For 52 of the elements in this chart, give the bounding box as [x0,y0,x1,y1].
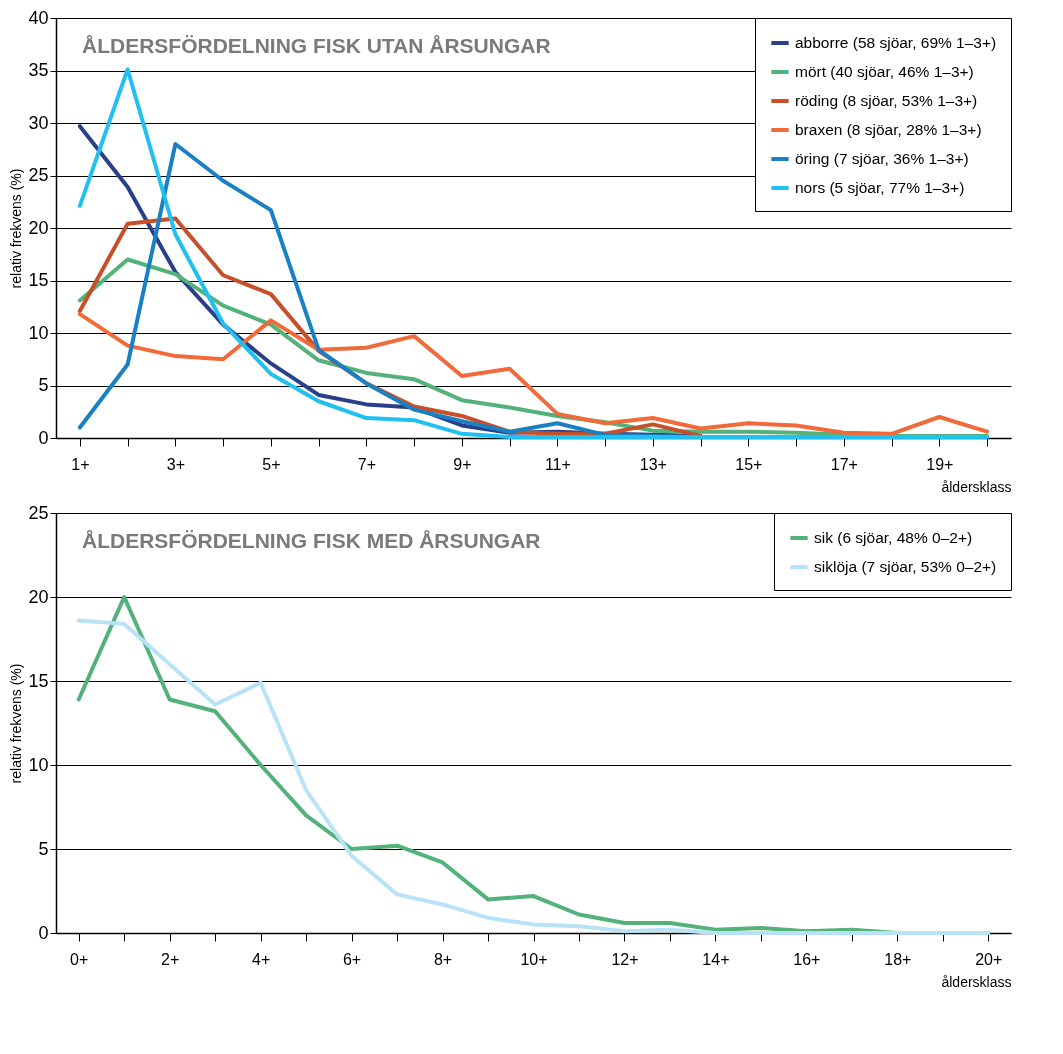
x-axis-title: åldersklass [941,973,1012,990]
x-tick-label: 18+ [884,950,912,968]
x-tick-label: 13+ [639,455,667,473]
x-tick-label: 20+ [975,950,1003,968]
x-tick-label: 11+ [544,455,571,473]
y-tick-label: 15 [28,670,49,691]
x-axis-title: åldersklass [941,478,1012,495]
y-axis-title: relativ frekvens (%) [8,663,25,784]
y-tick-label: 30 [28,112,49,133]
y-tick-label: 40 [28,7,49,28]
x-tick-label: 0+ [70,950,89,968]
x-tick-label: 4+ [252,950,271,968]
legend-label: mört (40 sjöar, 46% 1–3+) [795,63,974,80]
x-tick-label: 19+ [926,455,954,473]
y-tick-label: 15 [28,270,49,290]
line-series [77,312,990,436]
y-tick-label: 20 [28,217,49,238]
x-tick-label: 12+ [611,950,639,968]
x-tick-label: 16+ [793,950,821,968]
x-tick-label: 2+ [161,950,180,968]
y-tick-label: 5 [38,375,49,395]
y-tick-label: 0 [38,922,49,943]
x-tick-label: 9+ [453,455,472,473]
legend-label: siklöja (7 sjöar, 53% 0–2+) [814,558,997,575]
y-tick-label: 35 [28,60,49,80]
x-tick-label: 8+ [433,950,453,968]
y-tick-label: 25 [28,502,49,523]
y-axis-title: relativ frekvens (%) [8,168,25,289]
legend-label: röding (8 sjöar, 53% 1–3+) [795,92,978,109]
y-tick-label: 0 [38,427,49,448]
x-tick-label: 6+ [342,950,362,968]
x-tick-label: 14+ [702,950,730,968]
legend-label: abborre (58 sjöar, 69% 1–3+) [795,34,997,51]
line-series [77,67,990,439]
text: ÅLDERSFÖRDELNING FISK UTAN ÅRSUNGAR [81,34,551,57]
x-tick-label: 10+ [520,950,548,968]
legend-label: sik (6 sjöar, 48% 0–2+) [814,529,973,546]
y-tick-label: 5 [38,838,49,859]
legend-label: braxen (8 sjöar, 28% 1–3+) [795,121,982,138]
y-tick-label: 25 [28,165,49,185]
legend-label: nors (5 sjöar, 77% 1–3+) [795,179,965,196]
y-tick-label: 10 [28,322,49,343]
x-tick-label: 17+ [830,455,858,473]
legend-label: öring (7 sjöar, 36% 1–3+) [795,150,969,167]
x-tick-label: 5+ [262,455,281,473]
y-tick-label: 20 [28,586,49,607]
y-tick-label: 10 [28,754,49,775]
x-tick-label: 15+ [735,455,763,473]
text: ÅLDERSFÖRDELNING FISK MED ÅRSUNGAR [81,529,541,552]
x-tick-label: 7+ [357,455,376,473]
x-tick-label: 3+ [166,455,185,473]
x-tick-label: 1+ [71,455,90,473]
